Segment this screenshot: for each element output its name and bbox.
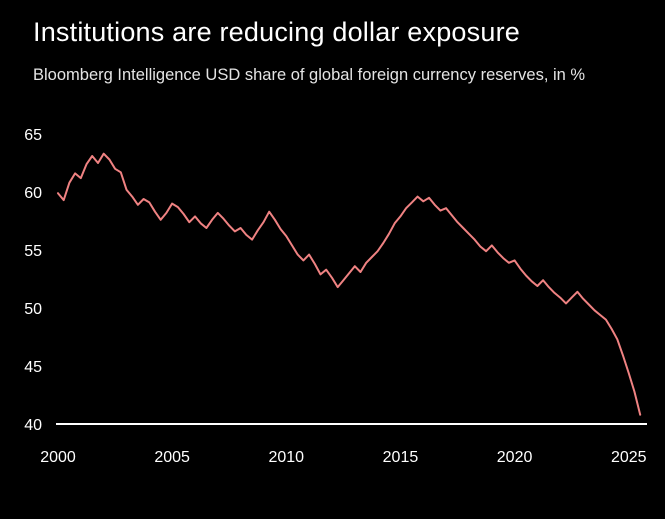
y-tick-label: 60 xyxy=(24,185,42,202)
y-tick-label: 50 xyxy=(24,301,42,318)
x-tick-label: 2015 xyxy=(383,449,419,466)
usd-share-line xyxy=(57,152,642,416)
x-tick-label: 2000 xyxy=(40,449,76,466)
y-tick-label: 40 xyxy=(24,417,42,434)
x-tick-label: 2025 xyxy=(611,449,647,466)
x-tick-label: 2020 xyxy=(497,449,533,466)
x-tick-label: 2005 xyxy=(154,449,190,466)
chart-subtitle: Bloomberg Intelligence USD share of glob… xyxy=(33,65,586,84)
y-tick-label: 55 xyxy=(24,243,42,260)
line-chart: 65 60 55 50 45 40 2000 2005 2010 2015 2020 2025 xyxy=(24,127,647,466)
chart-title: Institutions are reducing dollar exposur… xyxy=(33,17,520,47)
y-tick-label: 65 xyxy=(24,127,42,144)
y-tick-label: 45 xyxy=(24,359,42,376)
x-tick-label: 2010 xyxy=(268,449,304,466)
